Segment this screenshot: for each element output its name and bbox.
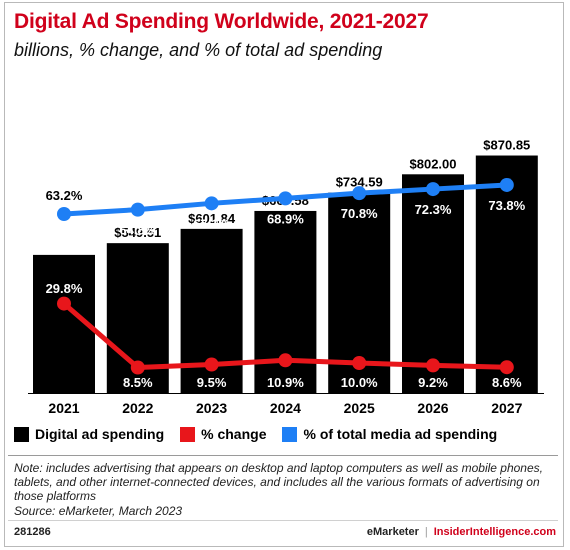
share-point bbox=[499, 177, 514, 192]
x-tick-label: 2027 bbox=[491, 400, 522, 416]
note-divider bbox=[8, 455, 558, 456]
change-point bbox=[499, 360, 514, 375]
brand-insider-intelligence: InsiderIntelligence.com bbox=[433, 526, 556, 538]
bar-value-label: $734.59 bbox=[336, 175, 383, 190]
change-value-label: 9.5% bbox=[197, 375, 227, 390]
change-value-label: 10.0% bbox=[341, 375, 378, 390]
x-tick-label: 2023 bbox=[196, 400, 227, 416]
chart-source: Source: eMarketer, March 2023 bbox=[14, 504, 183, 518]
share-value-label: 63.2% bbox=[46, 188, 83, 203]
brand-separator: | bbox=[424, 526, 428, 538]
share-point bbox=[204, 196, 219, 211]
change-value-label: 8.5% bbox=[123, 375, 153, 390]
share-point bbox=[130, 202, 145, 217]
share-value-label: 67.1% bbox=[193, 216, 230, 231]
legend-swatch-bars bbox=[14, 426, 29, 442]
change-value-label: 10.9% bbox=[267, 375, 304, 390]
change-point bbox=[278, 353, 293, 368]
change-point bbox=[426, 358, 440, 373]
legend-label: Digital ad spending bbox=[35, 426, 165, 442]
bar bbox=[402, 174, 464, 393]
share-point bbox=[57, 207, 71, 221]
x-tick-label: 2024 bbox=[270, 400, 301, 416]
change-point bbox=[352, 356, 367, 370]
legend-swatch-share bbox=[282, 426, 298, 442]
change-point bbox=[204, 357, 219, 372]
share-value-label: 72.3% bbox=[415, 202, 452, 217]
x-tick-label: 2021 bbox=[48, 400, 79, 416]
bar-value-label: $601.84 bbox=[188, 211, 236, 226]
chart-id: 281286 bbox=[14, 526, 51, 538]
legend-item-share-of-total: % of total media ad spending bbox=[282, 426, 497, 442]
legend-swatch-change bbox=[180, 426, 196, 442]
chart-note: Note: includes advertising that appears … bbox=[14, 461, 543, 503]
bar-value-label: $870.85 bbox=[483, 138, 530, 153]
change-value-label: 9.2% bbox=[418, 375, 448, 390]
chart-legend: Digital ad spending % change % of total … bbox=[14, 426, 513, 442]
share-value-label: 73.8% bbox=[488, 198, 525, 213]
share-point bbox=[426, 182, 440, 197]
chart-title: Digital Ad Spending Worldwide, 2021-2027 bbox=[14, 10, 429, 33]
legend-label: % of total media ad spending bbox=[303, 426, 498, 442]
bar bbox=[475, 155, 538, 393]
change-point bbox=[130, 360, 145, 375]
change-value-label: 8.6% bbox=[492, 375, 522, 390]
bar-value-label: $506.43 bbox=[41, 228, 88, 243]
brand-emarketer: eMarketer bbox=[366, 526, 419, 538]
change-value-label: 29.8% bbox=[46, 281, 83, 296]
share-point bbox=[278, 191, 293, 206]
chart-frame bbox=[4, 2, 564, 547]
bar-value-label: $549.51 bbox=[114, 225, 161, 240]
legend-item-percent-change: % change bbox=[180, 426, 266, 442]
share-value-label: 64.8% bbox=[119, 223, 156, 238]
chart-subtitle: billions, % change, and % of total ad sp… bbox=[14, 40, 383, 60]
bar-value-label: $802.00 bbox=[410, 156, 457, 171]
legend-label: % change bbox=[201, 426, 267, 442]
share-value-label: 68.9% bbox=[267, 211, 304, 226]
brand-footer: eMarketer | InsiderIntelligence.com bbox=[367, 526, 556, 538]
x-tick-label: 2026 bbox=[417, 400, 448, 416]
legend-item-digital-ad-spending: Digital ad spending bbox=[14, 426, 164, 442]
x-tick-label: 2025 bbox=[344, 400, 375, 416]
change-point bbox=[57, 296, 71, 311]
chart-plot: $506.43$549.51$601.84$667.58$734.59$802.… bbox=[28, 138, 544, 416]
share-value-label: 70.8% bbox=[341, 206, 378, 221]
x-tick-label: 2022 bbox=[122, 400, 153, 416]
share-point bbox=[352, 186, 367, 201]
footer-divider bbox=[8, 520, 558, 521]
